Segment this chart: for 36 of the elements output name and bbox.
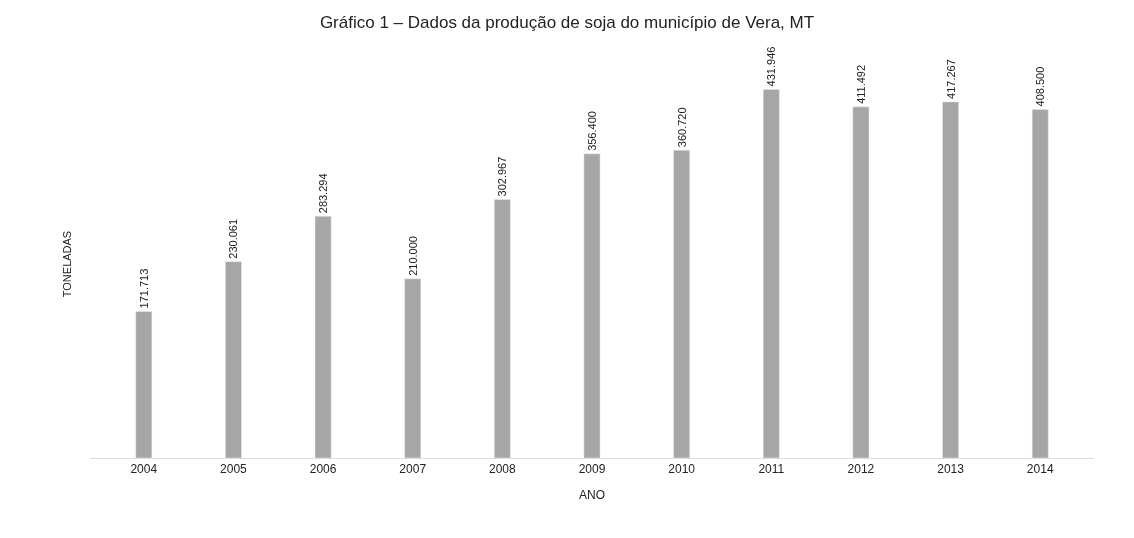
bar — [762, 89, 780, 458]
bar — [673, 149, 690, 458]
x-tick-label: 2011 — [758, 462, 785, 477]
data-label: 171.713 — [137, 268, 150, 309]
x-tick-label: 2010 — [668, 462, 696, 477]
data-label: 431.946 — [765, 46, 778, 87]
data-label: 360.720 — [675, 107, 688, 148]
data-label: 417.267 — [944, 59, 957, 99]
data-label: 408.500 — [1034, 66, 1047, 107]
x-tick-label: 2004 — [130, 462, 158, 477]
bar — [404, 278, 422, 458]
bar — [583, 153, 601, 458]
bar — [942, 101, 959, 458]
x-tick-label: 2009 — [578, 462, 606, 477]
bar — [314, 216, 332, 458]
x-tick-label: 2006 — [309, 462, 337, 477]
x-tick-label: 2014 — [1026, 462, 1054, 477]
chart-title: Gráfico 1 – Dados da produção de soja do município de Vera, MT — [319, 13, 815, 33]
data-label: 356.400 — [586, 111, 598, 151]
data-label: 411.492 — [854, 64, 867, 104]
data-label: 230.061 — [227, 218, 240, 259]
data-label: 210.000 — [406, 236, 419, 276]
x-tick-label: 2008 — [489, 462, 517, 477]
x-tick-label: 2005 — [220, 462, 248, 477]
x-tick-label: 2013 — [937, 462, 965, 477]
data-label: 283.294 — [317, 173, 330, 214]
x-tick-label: 2007 — [399, 462, 427, 477]
x-axis-title: ANO — [578, 488, 606, 503]
x-tick-label: 2012 — [847, 462, 875, 477]
bar — [494, 199, 511, 458]
bar — [852, 106, 870, 458]
bar — [1031, 109, 1049, 458]
bar — [225, 261, 242, 458]
bar — [135, 311, 153, 458]
y-axis-title: TONELADAS — [60, 230, 73, 298]
data-label: 302.967 — [496, 156, 509, 197]
